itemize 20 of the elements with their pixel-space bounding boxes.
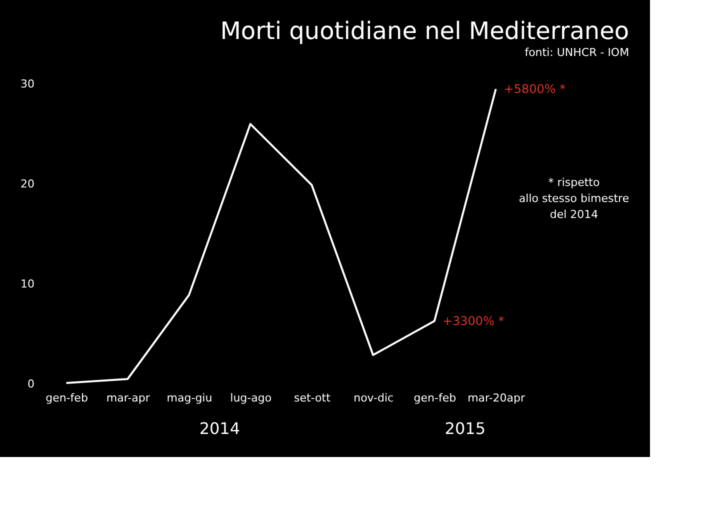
x-tick-label: nov-dic	[354, 392, 394, 404]
x-tick-label: lug-ago	[230, 392, 272, 404]
annotation: +5800% *	[504, 82, 566, 96]
x-tick-label: mag-giu	[166, 392, 212, 404]
chart-title: Morti quotidiane nel Mediterraneo	[220, 17, 630, 45]
x-tick-label: set-ott	[294, 392, 332, 404]
text: 2014	[199, 419, 240, 438]
y-tick-label: 10	[20, 278, 34, 290]
y-tick-label: 0	[28, 378, 34, 390]
y-tick-label: 20	[20, 178, 34, 190]
x-tick-label: gen-feb	[414, 392, 456, 404]
x-tick-label: gen-feb	[46, 392, 88, 404]
text: 2015	[444, 419, 486, 438]
x-tick-label: mar-20apr	[468, 392, 526, 404]
y-tick-label: 30	[20, 78, 34, 90]
text: fonti: UNHCR - IOM	[524, 46, 630, 59]
annotation: * rispetto allo stesso bimestre del 2014	[518, 176, 630, 221]
x-tick-label: mar-apr	[106, 392, 150, 404]
line-series	[65, 88, 497, 384]
annotation: +3300% *	[442, 314, 504, 328]
